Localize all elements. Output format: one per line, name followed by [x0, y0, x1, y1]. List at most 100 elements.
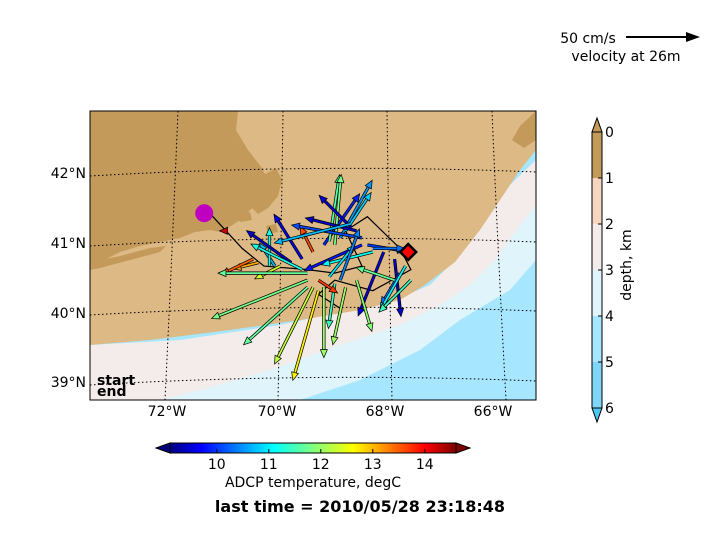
velocity-vector — [274, 286, 315, 365]
vector-head — [320, 258, 331, 267]
depth-tick-label: 0 — [605, 125, 614, 141]
depth-tick-label: 2 — [605, 217, 614, 233]
meridian-72w — [164, 111, 179, 400]
velocity-vector — [210, 278, 309, 320]
temp-colorbar-label: ADCP temperature, degC — [225, 475, 401, 491]
vector-shaft — [227, 258, 254, 272]
slope-light-band — [90, 175, 536, 400]
meridian-66w — [491, 111, 507, 400]
velocity-vector — [290, 222, 363, 240]
depth-tick-label: 1 — [605, 171, 614, 187]
start-marker — [195, 204, 214, 223]
temp-tick-labels: 10 11 12 13 14 — [208, 449, 434, 473]
vector-shaft — [328, 250, 351, 278]
depth-band-3-4 — [592, 270, 602, 316]
velocity-vector — [250, 243, 303, 272]
depth-tick-label: 3 — [605, 263, 614, 279]
parallel-42n — [90, 167, 536, 177]
x-tick-labels: 72°W 70°W 68°W 66°W — [148, 404, 513, 420]
velocity-vector — [357, 251, 386, 317]
parallel-41n — [90, 237, 536, 247]
parallel-39n — [90, 376, 536, 386]
y-tick-label: 39°N — [51, 375, 86, 391]
temp-gradient — [169, 442, 457, 454]
depth-colorbar-label: depth, km — [619, 229, 635, 300]
velocity-vector — [317, 278, 339, 294]
vector-shaft — [299, 225, 363, 239]
depth-tick-labels: 0 1 2 3 4 5 6 — [598, 125, 614, 417]
temp-tick-label: 13 — [364, 457, 382, 473]
vector-shaft — [329, 251, 374, 264]
vector-shaft — [277, 286, 314, 358]
vector-shaft — [218, 279, 308, 317]
vector-shaft — [339, 236, 358, 281]
vector-head — [265, 226, 274, 237]
vector-head — [273, 213, 282, 224]
vector-head — [218, 226, 228, 235]
vector-head — [217, 269, 227, 278]
velocity-vector — [320, 250, 374, 267]
scale-label: velocity at 26m — [571, 49, 680, 65]
vector-shaft — [294, 290, 320, 373]
vector-head — [351, 193, 361, 203]
depth-band-2-3 — [592, 224, 602, 270]
vector-head — [250, 243, 261, 252]
land-nova-scotia — [512, 111, 536, 148]
vector-shaft — [383, 279, 412, 308]
temp-tick-label: 12 — [312, 457, 330, 473]
vector-shaft — [281, 222, 352, 242]
scale-value-text: 50 cm/s — [560, 31, 616, 47]
land-islands — [236, 212, 278, 234]
velocity-vector — [245, 230, 293, 264]
velocity-vector — [338, 228, 361, 281]
vector-head — [396, 307, 405, 318]
depth-cap-top — [591, 116, 603, 133]
vector-head — [352, 228, 361, 239]
velocity-vector — [217, 269, 308, 278]
vector-head — [319, 349, 328, 359]
velocity-vector — [355, 266, 396, 282]
velocity-vector — [304, 216, 357, 233]
vector-shaft — [248, 286, 309, 341]
vector-head — [242, 336, 253, 346]
vector-layer — [210, 173, 413, 382]
land-long-island — [90, 246, 166, 270]
y-tick-label: 41°N — [51, 236, 86, 252]
x-tick-label: 66°W — [474, 404, 513, 420]
velocity-vector — [330, 286, 348, 346]
scale-arrow-head — [686, 32, 700, 42]
vector-shaft — [360, 251, 385, 309]
vector-head — [291, 371, 300, 382]
x-tick-label: 70°W — [258, 404, 297, 420]
temp-cap-right — [455, 442, 472, 454]
vector-head — [364, 179, 373, 190]
start-label: start — [97, 373, 135, 389]
vector-head — [355, 266, 366, 274]
temperature-colorbar: 10 11 12 13 14 ADCP temperature, degC — [154, 442, 472, 491]
vector-shaft — [333, 287, 347, 338]
temp-tick-label: 10 — [208, 457, 226, 473]
vector-head — [357, 306, 365, 317]
end-marker — [398, 242, 418, 262]
depth-band-5-6 — [592, 362, 602, 408]
vector-head — [318, 194, 328, 205]
vector-head — [378, 303, 388, 313]
end-label: end — [97, 384, 126, 400]
vector-shaft — [317, 279, 332, 290]
velocity-vector — [378, 279, 413, 313]
vector-shaft — [383, 265, 407, 305]
x-tick-label: 72°W — [148, 404, 187, 420]
vector-head — [290, 222, 301, 231]
velocity-vector — [392, 258, 405, 318]
vector-head — [304, 216, 315, 224]
temp-tick-label: 11 — [260, 457, 278, 473]
y-tick-label: 40°N — [51, 306, 86, 322]
vector-shaft — [257, 246, 303, 271]
vector-shaft — [393, 258, 401, 309]
velocity-vector — [319, 287, 328, 359]
marker-layer — [195, 204, 418, 262]
vector-shaft — [312, 219, 357, 232]
vector-head — [330, 335, 339, 346]
vector-head — [274, 354, 282, 365]
